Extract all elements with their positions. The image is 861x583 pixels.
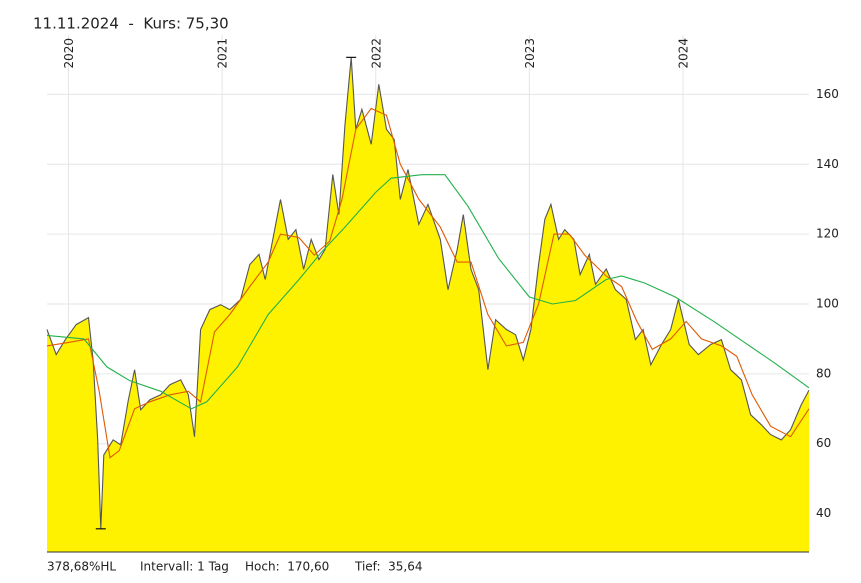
footer-interval: Intervall: 1 Tag	[140, 560, 229, 574]
y-tick-label: 60	[816, 436, 831, 450]
line	[46, 107, 810, 459]
y-tick-label: 120	[816, 227, 839, 241]
footer-range: 378,68%HL	[47, 560, 116, 574]
x-tick-label: 2020	[62, 38, 76, 69]
y-tick-label: 40	[816, 506, 831, 520]
x-tick-label: 2021	[216, 38, 230, 69]
line	[46, 174, 810, 410]
y-tick-label: 100	[816, 296, 839, 310]
line	[46, 57, 810, 529]
x-tick-label: 2024	[677, 38, 691, 69]
area	[47, 57, 809, 553]
chart-title: 11.11.2024 - Kurs: 75,30	[33, 15, 229, 33]
footer-high: Hoch: 170,60	[245, 560, 329, 574]
y-tick-label: 140	[816, 157, 839, 171]
y-tick-label: 80	[816, 366, 831, 380]
x-tick-label: 2022	[369, 38, 383, 69]
y-tick-label: 160	[816, 87, 839, 101]
x-tick-label: 2023	[523, 38, 537, 69]
footer-low: Tief: 35,64	[354, 560, 423, 574]
